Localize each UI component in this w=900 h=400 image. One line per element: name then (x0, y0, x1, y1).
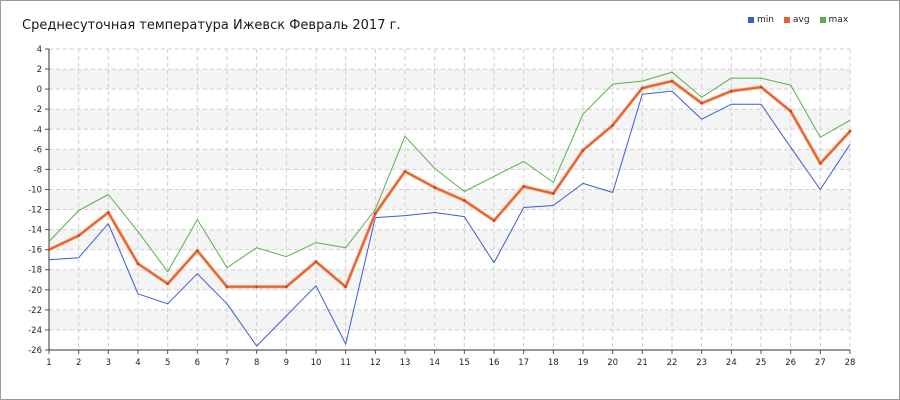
data-point-avg (700, 101, 704, 105)
y-tick-label: -8 (34, 165, 42, 175)
x-tick-label: 8 (254, 358, 259, 368)
data-point-avg (136, 262, 140, 266)
y-tick-label: -10 (28, 185, 42, 195)
data-point-avg (818, 161, 822, 165)
legend-label-avg: avg (792, 15, 810, 25)
y-tick-label: -16 (28, 246, 42, 256)
y-tick-label: -4 (34, 125, 42, 135)
x-tick-label: 3 (106, 358, 111, 368)
x-tick-label: 25 (756, 358, 767, 368)
data-point-avg (551, 192, 555, 195)
data-point-avg (403, 170, 407, 173)
plot-band (49, 149, 850, 170)
plot-band (49, 69, 850, 90)
legend-label-max: max (828, 15, 849, 25)
x-tick-label: 18 (548, 358, 559, 368)
data-point-avg (611, 123, 615, 127)
data-point-avg (640, 86, 644, 90)
plot-band (49, 109, 850, 130)
y-tick-label: -6 (34, 145, 42, 155)
x-tick-label: 6 (195, 358, 200, 368)
plot-band (49, 189, 850, 210)
data-point-avg (729, 89, 733, 93)
legend-swatch-max (819, 17, 826, 23)
x-tick-label: 14 (429, 358, 440, 368)
x-tick-label: 26 (785, 358, 796, 368)
y-tick-label: 0 (37, 85, 42, 95)
y-tick-label: 2 (37, 65, 42, 75)
x-tick-label: 24 (726, 358, 737, 368)
data-point-avg (344, 285, 348, 289)
x-tick-label: 19 (578, 358, 589, 368)
series-line-max (48, 71, 851, 273)
y-tick-label: -22 (28, 306, 42, 316)
data-point-avg (314, 260, 318, 264)
x-tick-label: 16 (489, 358, 500, 368)
data-point-avg (492, 219, 496, 222)
plot-band (49, 269, 850, 290)
x-tick-label: 22 (667, 358, 678, 368)
data-point-avg (106, 211, 110, 214)
data-point-avg (670, 79, 674, 83)
chart-title: Среднесуточная температура Ижевск Феврал… (22, 18, 401, 33)
data-point-avg (47, 248, 51, 252)
y-tick-label: -20 (28, 286, 42, 296)
data-point-avg (759, 85, 763, 89)
data-point-avg (166, 282, 170, 286)
data-point-avg (284, 285, 288, 289)
x-tick-label: 13 (400, 358, 411, 368)
legend-label-min: min (757, 15, 774, 25)
x-tick-label: 7 (224, 358, 229, 368)
y-tick-label: -26 (28, 346, 42, 356)
x-tick-label: 23 (696, 358, 707, 368)
legend-swatch-min (748, 17, 754, 23)
legend-item-avg: avg (783, 15, 810, 25)
x-tick-label: 9 (284, 358, 289, 368)
x-tick-label: 2 (76, 358, 81, 368)
x-tick-label: 17 (518, 358, 529, 368)
data-point-avg (77, 234, 81, 238)
x-tick-label: 15 (459, 358, 470, 368)
series-line-avg (48, 80, 851, 288)
x-tick-label: 21 (637, 358, 648, 368)
legend-swatch-avg (783, 17, 790, 23)
data-point-avg (195, 249, 199, 253)
y-tick-label: -24 (28, 326, 42, 336)
x-tick-label: 5 (165, 358, 170, 368)
plot-band (49, 229, 850, 250)
data-point-avg (462, 199, 466, 202)
data-point-avg (225, 285, 229, 289)
data-point-avg (255, 285, 259, 289)
data-point-avg (433, 186, 437, 189)
y-tick-label: -18 (28, 266, 42, 276)
x-tick-label: 28 (845, 358, 856, 368)
x-tick-label: 12 (370, 358, 381, 368)
plot-band (49, 309, 850, 330)
legend-item-max: max (819, 15, 849, 25)
data-point-avg (373, 212, 377, 215)
y-tick-label: -2 (34, 105, 42, 115)
x-tick-label: 27 (815, 358, 826, 368)
y-tick-label: -14 (28, 226, 42, 236)
x-tick-label: 10 (311, 358, 322, 368)
y-tick-label: -12 (28, 206, 42, 216)
legend-item-min: min (748, 15, 774, 25)
chart-legend: min avg max (748, 15, 848, 25)
data-point-avg (581, 148, 585, 152)
data-point-avg (522, 185, 526, 188)
x-tick-label: 1 (46, 358, 51, 368)
y-tick-label: 4 (37, 45, 42, 55)
x-tick-label: 11 (340, 358, 351, 368)
x-tick-label: 4 (135, 358, 140, 368)
series-line-min (48, 90, 851, 347)
x-tick-label: 20 (607, 358, 618, 368)
data-point-avg (848, 129, 852, 133)
data-point-avg (789, 109, 793, 113)
